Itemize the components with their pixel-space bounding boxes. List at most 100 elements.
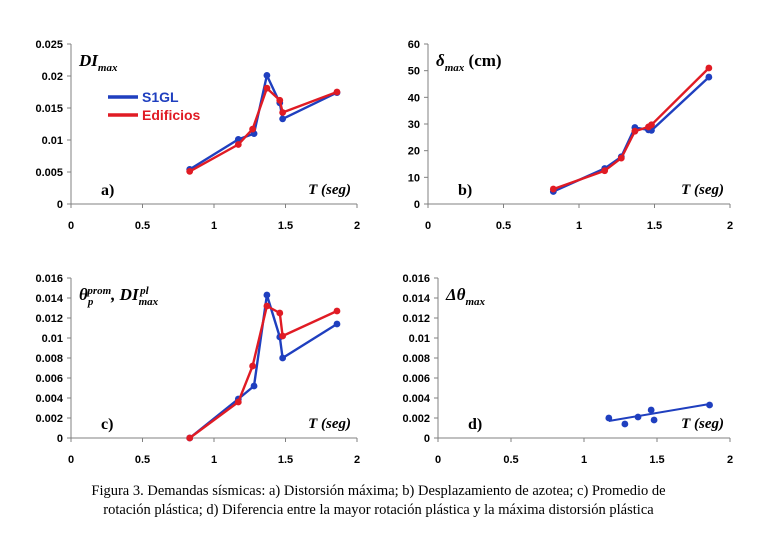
x-tick-label: 0 [68, 220, 74, 232]
y-tick-label: 0.002 [35, 413, 63, 425]
y-tick-label: 40 [408, 92, 420, 104]
x-axis-title: T (seg) [681, 182, 724, 198]
x-tick-label: 1.5 [649, 454, 664, 466]
data-point-edificios [276, 309, 284, 317]
chart-title: θpprom, DImaxpl [79, 285, 159, 308]
y-tick-label: 0.025 [35, 39, 63, 51]
data-point-s1gl [333, 320, 341, 328]
x-axis-title: T (seg) [308, 416, 351, 432]
data-point-s1gl [621, 420, 629, 428]
series-line-edificios [189, 86, 338, 173]
data-point-edificios [186, 434, 194, 442]
y-tick-label: 0 [57, 433, 63, 445]
chart-b: 0 10 20 30 40 50 60 0 0.5 1 1.5 2 b) T (seg) δmax (cm) [408, 39, 733, 232]
chart-title: DImax [78, 51, 118, 74]
y-tick-label: 0.015 [35, 103, 63, 115]
x-tick-label: 0 [435, 454, 441, 466]
legend: S1GL Edificios [108, 89, 201, 123]
x-axis-title: T (seg) [308, 182, 351, 198]
data-point-edificios [617, 154, 625, 162]
y-tick-label: 0.008 [35, 353, 63, 365]
y-tick-label: 0.006 [35, 373, 63, 385]
x-axis-title: T (seg) [681, 416, 724, 432]
series-line-s1gl [552, 76, 710, 193]
x-tick-label: 1.5 [278, 220, 293, 232]
data-point-edificios [279, 332, 287, 340]
data-point-edificios [333, 307, 341, 315]
chart-d: 0 0.002 0.004 0.006 0.008 0.01 0.012 0.014 0.016… [402, 273, 733, 466]
legend-label-edificios: Edificios [142, 107, 201, 123]
y-tick-label: 20 [408, 146, 420, 158]
series-line-s1gl [189, 74, 338, 171]
y-tick-label: 0.012 [35, 313, 63, 325]
data-point-s1gl [650, 416, 658, 424]
y-tick-label: 50 [408, 66, 420, 78]
data-point-s1gl [250, 382, 258, 390]
y-tick-label: 0.005 [35, 167, 63, 179]
x-tick-label: 0.5 [496, 220, 511, 232]
series-line-edificios [552, 67, 710, 191]
x-tick-label: 0.5 [135, 220, 150, 232]
chart-a: 0 0.005 0.01 0.015 0.02 0.025 0 0.5 1 1.5 2 a) T (se… [35, 39, 360, 232]
data-point-edificios [279, 109, 287, 116]
data-point-edificios [234, 141, 242, 148]
data-point-edificios [263, 302, 271, 310]
data-point-edificios [601, 167, 609, 175]
y-tick-label: 0.01 [409, 333, 430, 345]
data-point-edificios [648, 121, 655, 129]
x-tick-label: 2 [354, 220, 360, 232]
data-point-edificios [549, 185, 557, 193]
figure-caption: Figura 3. Demandas sísmicas: a) Distorsi… [0, 482, 757, 520]
panel-label: a) [101, 182, 114, 199]
y-tick-label: 0.008 [402, 353, 430, 365]
x-tick-label: 1.5 [278, 454, 293, 466]
x-tick-label: 1 [211, 454, 217, 466]
y-tick-label: 0 [414, 199, 420, 211]
legend-label-s1gl: S1GL [142, 89, 179, 105]
caption-line-2: rotación plástica; d) Diferencia entre l… [103, 502, 654, 518]
x-tick-label: 0 [425, 220, 431, 232]
data-point-edificios [333, 88, 341, 96]
panel-label: c) [101, 416, 113, 433]
x-tick-label: 1 [576, 220, 582, 232]
chart-title: δmax (cm) [436, 51, 502, 74]
y-tick-label: 0 [57, 199, 63, 211]
data-point-edificios [186, 167, 194, 175]
data-point-s1gl [263, 71, 271, 79]
data-point-s1gl [263, 291, 271, 299]
data-point-s1gl [647, 406, 655, 414]
x-tick-label: 0.5 [503, 454, 518, 466]
data-point-edificios [276, 96, 284, 104]
chart-c: 0 0.002 0.004 0.006 0.008 0.01 0.012 0.014 0.016… [35, 273, 360, 466]
y-tick-label: 0 [424, 433, 430, 445]
y-tick-label: 0.006 [402, 373, 430, 385]
data-point-edificios [249, 125, 257, 133]
y-tick-label: 0.02 [42, 71, 63, 83]
x-tick-label: 2 [354, 454, 360, 466]
y-tick-label: 0.004 [402, 393, 430, 405]
y-tick-label: 0.01 [42, 333, 63, 345]
y-tick-label: 0.004 [35, 393, 63, 405]
chart-title: Δθmax [445, 285, 486, 308]
x-tick-label: 0 [68, 454, 74, 466]
data-point-edificios [705, 64, 713, 72]
panel-label: b) [458, 182, 472, 199]
data-point-edificios [263, 84, 271, 92]
x-tick-label: 2 [727, 454, 733, 466]
data-point-s1gl [279, 115, 287, 123]
y-tick-label: 0.012 [402, 313, 430, 325]
y-tick-label: 0.014 [402, 293, 430, 305]
trendline [608, 403, 710, 422]
y-tick-label: 0.014 [35, 293, 63, 305]
x-tick-label: 1 [581, 454, 587, 466]
data-point-edificios [234, 398, 242, 406]
data-point-s1gl [705, 73, 713, 81]
data-point-edificios [631, 127, 639, 135]
y-tick-label: 0.01 [42, 135, 63, 147]
y-tick-label: 0.016 [402, 273, 430, 285]
caption-line-1: Figura 3. Demandas sísmicas: a) Distorsi… [91, 483, 666, 499]
x-tick-label: 1 [211, 220, 217, 232]
data-point-s1gl [279, 354, 287, 362]
x-tick-label: 2 [727, 220, 733, 232]
panel-label: d) [468, 416, 482, 433]
